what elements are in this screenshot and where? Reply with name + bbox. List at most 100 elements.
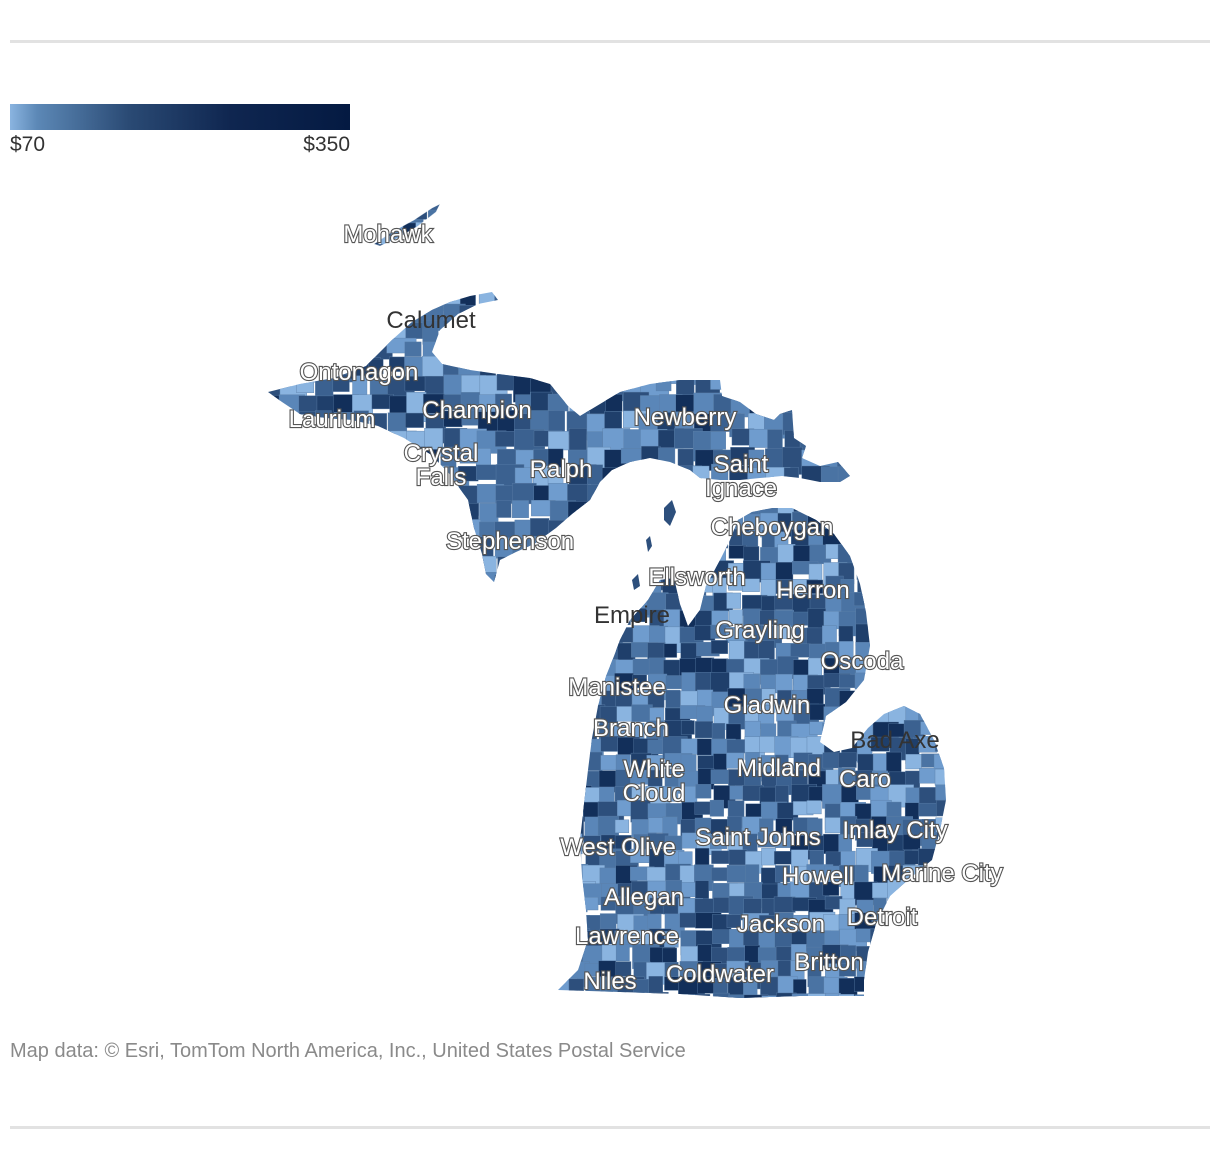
region-tile	[558, 690, 567, 709]
region-tile	[937, 945, 946, 967]
region-tile	[839, 339, 850, 356]
region-tile	[316, 305, 344, 321]
region-tile	[822, 508, 839, 513]
region-tile	[604, 292, 633, 312]
region-tile	[934, 625, 946, 640]
region-tile	[621, 304, 643, 322]
region-tile	[692, 339, 719, 357]
region-tile	[581, 562, 610, 585]
region-tile	[872, 544, 890, 572]
region-tile	[616, 560, 638, 579]
region-tile	[904, 546, 930, 562]
region-tile	[854, 508, 879, 514]
region-tile	[936, 976, 946, 993]
region-tile	[935, 690, 946, 706]
region-tile	[268, 539, 287, 567]
region-tile	[352, 292, 371, 312]
region-tile	[514, 292, 535, 306]
region-tile	[818, 356, 844, 384]
region-tile	[422, 520, 444, 552]
region-tile	[317, 292, 347, 313]
region-tile	[838, 484, 850, 516]
region-tile	[676, 376, 695, 396]
region-tile	[558, 867, 576, 885]
region-tile	[647, 690, 665, 708]
region-tile	[820, 430, 847, 453]
region-tile	[658, 356, 680, 384]
region-tile	[902, 931, 924, 951]
legend-max-label: $350	[303, 133, 350, 156]
region-tile	[889, 578, 904, 602]
region-tile	[496, 373, 516, 391]
region-tile	[335, 499, 356, 524]
city-label-oscoda: Oscoda	[821, 648, 904, 675]
region-tile	[936, 800, 946, 817]
region-tile	[405, 555, 426, 580]
region-tile	[370, 292, 394, 303]
region-tile	[389, 521, 406, 545]
region-tile	[747, 302, 771, 319]
region-tile	[783, 292, 809, 313]
city-label-ontonagon: Ontonagon	[300, 359, 419, 386]
region-tile	[803, 393, 822, 417]
region-tile	[374, 204, 385, 215]
region-tile	[369, 501, 389, 531]
region-tile	[782, 321, 811, 349]
region-tile	[902, 994, 929, 998]
region-tile	[622, 339, 653, 355]
region-tile	[856, 531, 880, 547]
region-tile	[920, 690, 946, 706]
region-tile	[679, 529, 704, 551]
region-tile	[785, 377, 808, 406]
region-tile	[514, 303, 530, 327]
region-tile	[386, 484, 411, 506]
region-tile	[335, 448, 359, 479]
region-tile	[601, 531, 621, 548]
region-tile	[839, 674, 857, 688]
region-tile	[678, 994, 696, 998]
bottom-divider	[10, 1126, 1210, 1129]
region-tile	[386, 572, 404, 582]
region-tile	[601, 514, 623, 541]
small-islands	[632, 500, 676, 590]
region-tile	[820, 292, 837, 305]
region-tile	[921, 595, 936, 612]
region-tile	[533, 321, 565, 337]
region-tile	[641, 322, 660, 348]
region-tile	[919, 912, 939, 937]
region-tile	[547, 393, 569, 412]
region-tile	[566, 611, 590, 635]
region-tile	[566, 338, 597, 364]
region-tile	[712, 929, 732, 944]
region-tile	[647, 913, 662, 929]
region-tile	[904, 563, 929, 585]
region-tile	[569, 720, 585, 734]
region-tile	[854, 672, 871, 690]
city-label-bad-axe: Bad Axe	[850, 727, 939, 754]
region-tile	[476, 320, 503, 339]
region-tile	[903, 514, 930, 535]
region-tile	[268, 501, 282, 522]
region-tile	[494, 574, 521, 582]
region-tile	[558, 770, 568, 791]
region-tile	[583, 546, 601, 565]
region-tile	[548, 339, 579, 356]
region-tile	[529, 339, 557, 360]
region-tile	[533, 554, 556, 572]
region-tile	[386, 538, 409, 561]
region-tile	[422, 536, 443, 562]
region-tile	[334, 557, 363, 574]
region-tile	[424, 557, 451, 582]
region-tile	[566, 898, 588, 913]
region-tile	[615, 944, 630, 962]
region-tile	[585, 643, 608, 663]
region-tile	[268, 292, 290, 309]
region-tile	[889, 546, 912, 567]
region-tile	[934, 547, 946, 573]
city-label-grayling: Grayling	[715, 617, 804, 644]
city-label-saint-johns: Saint Johns	[695, 824, 820, 851]
region-tile	[639, 339, 657, 363]
region-tile	[919, 897, 944, 913]
region-tile	[934, 527, 946, 548]
